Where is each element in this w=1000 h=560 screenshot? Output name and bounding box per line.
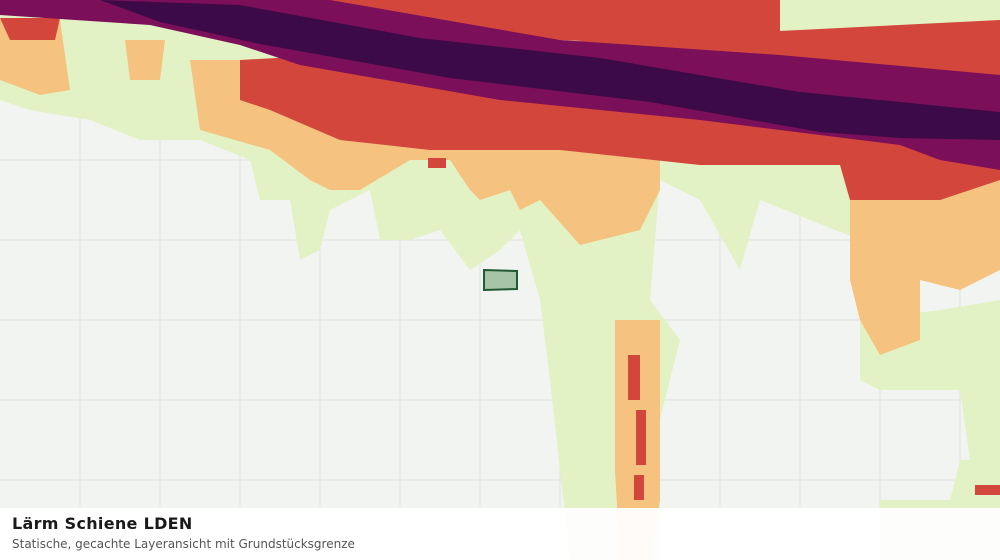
info-panel: Lärm Schiene LDEN Statische, gecachte La… (0, 508, 1000, 560)
map-subtitle: Statische, gecachte Layeransicht mit Gru… (12, 537, 355, 551)
map-title: Lärm Schiene LDEN (12, 514, 193, 533)
parcel-boundary (483, 268, 518, 292)
noise-zone-very-high (0, 0, 1000, 170)
noise-zone-extreme (100, 0, 1000, 140)
